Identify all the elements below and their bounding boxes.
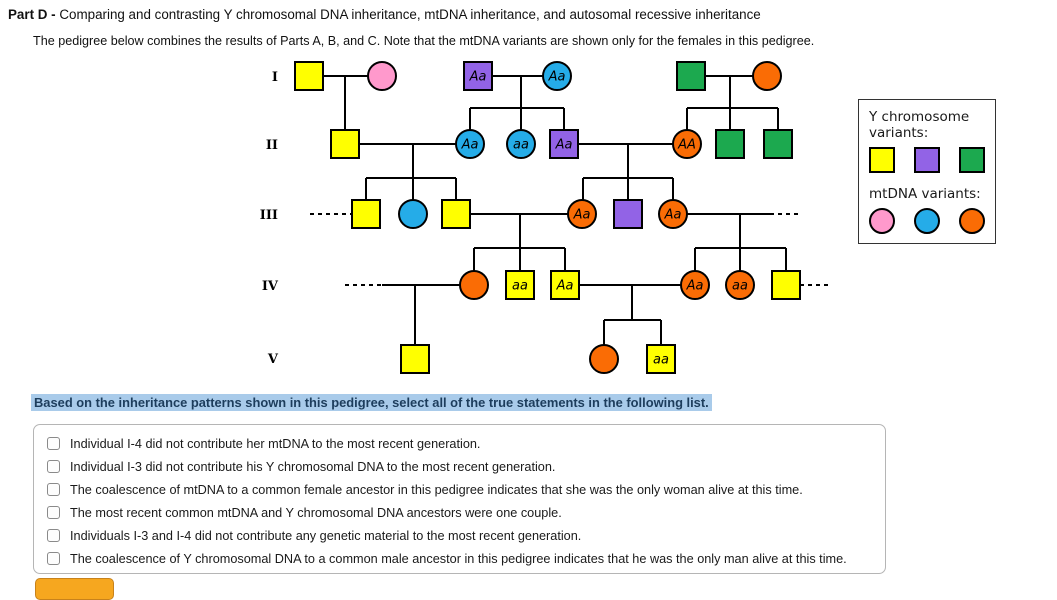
genotype-label-iii-4: Aa	[573, 208, 591, 223]
individual-ii-1	[330, 129, 360, 159]
genotype-label-iv-2: aa	[512, 279, 528, 294]
part-label: Part D -	[8, 7, 60, 22]
option-row-1[interactable]: Individual I-4 did not contribute her mt…	[47, 435, 875, 452]
genotype-label-ii-5: AA	[677, 138, 696, 153]
individual-iv-2	[505, 270, 535, 300]
pedigree-unshown-mate-lines	[310, 213, 830, 286]
page-subtitle: The pedigree below combines the results …	[33, 34, 815, 48]
mtdna-variant-blue-swatch	[914, 208, 940, 234]
option-label-2: Individual I-3 did not contribute his Y …	[70, 459, 556, 474]
option-label-1: Individual I-4 did not contribute her mt…	[70, 436, 481, 451]
option-label-4: The most recent common mtDNA and Y chrom…	[70, 505, 562, 520]
individual-i-2	[367, 61, 397, 91]
individual-i-3	[463, 61, 493, 91]
individual-i-4	[542, 61, 572, 91]
genotype-label-iv-3: Aa	[556, 279, 574, 294]
option-checkbox-1[interactable]	[47, 437, 60, 450]
mtdna-variant-swatches	[869, 208, 985, 234]
option-row-5[interactable]: Individuals I-3 and I-4 did not contribu…	[47, 527, 875, 544]
individual-v-3	[646, 344, 676, 374]
individual-iii-6	[658, 199, 688, 229]
generation-labels: I II III IV V	[260, 70, 279, 367]
individual-v-1	[400, 344, 430, 374]
part-title-text: Comparing and contrasting Y chromosomal …	[59, 7, 761, 22]
genotype-label-i-4: Aa	[548, 70, 566, 85]
option-label-5: Individuals I-3 and I-4 did not contribu…	[70, 528, 582, 543]
option-checkbox-5[interactable]	[47, 529, 60, 542]
answer-options-panel: Individual I-4 did not contribute her mt…	[33, 424, 886, 574]
mtdna-variant-orange-swatch	[959, 208, 985, 234]
individual-v-2	[589, 344, 619, 374]
individual-iii-2	[398, 199, 428, 229]
individual-iv-4	[680, 270, 710, 300]
individual-iii-4	[567, 199, 597, 229]
individual-i-1	[294, 61, 324, 91]
individual-ii-2	[455, 129, 485, 159]
individual-iv-6	[771, 270, 801, 300]
option-checkbox-6[interactable]	[47, 552, 60, 565]
genotype-label-i-3: Aa	[469, 70, 487, 85]
individual-ii-7	[763, 129, 793, 159]
option-row-6[interactable]: The coalescence of Y chromosomal DNA to …	[47, 550, 875, 567]
generation-label-V: V	[267, 352, 279, 367]
pedigree-diagram: I II III IV V	[260, 61, 830, 374]
y-variants-title: Y chromosome variants:	[869, 109, 970, 141]
individual-iii-5	[613, 199, 643, 229]
pedigree-individuals: Aa Aa Aa aa Aa AA Aa Aa aa Aa Aa aa aa	[294, 61, 801, 374]
y-variant-purple-swatch	[914, 147, 940, 173]
individual-i-6	[752, 61, 782, 91]
generation-label-II: II	[266, 138, 278, 153]
generation-label-IV: IV	[262, 279, 279, 294]
y-variant-swatches	[869, 147, 985, 173]
genotype-label-iii-6: Aa	[664, 208, 682, 223]
mtdna-variant-pink-swatch	[869, 208, 895, 234]
page-title: Part D - Comparing and contrasting Y chr…	[8, 7, 761, 22]
genotype-label-ii-3: aa	[513, 138, 529, 153]
y-variant-yellow-swatch	[869, 147, 895, 173]
option-row-3[interactable]: The coalescence of mtDNA to a common fem…	[47, 481, 875, 498]
genotype-label-iv-5: aa	[732, 279, 748, 294]
generation-label-III: III	[260, 208, 278, 223]
individual-i-5	[676, 61, 706, 91]
question-prompt: Based on the inheritance patterns shown …	[31, 394, 712, 411]
genotype-label-ii-4: Aa	[555, 138, 573, 153]
submit-button[interactable]	[35, 578, 114, 600]
variant-legend: Y chromosome variants: mtDNA variants:	[858, 99, 996, 244]
option-row-4[interactable]: The most recent common mtDNA and Y chrom…	[47, 504, 875, 521]
individual-ii-5	[672, 129, 702, 159]
individual-iv-5	[725, 270, 755, 300]
individual-iv-1	[459, 270, 489, 300]
genotype-label-ii-2: Aa	[461, 138, 479, 153]
individual-ii-4	[549, 129, 579, 159]
option-row-2[interactable]: Individual I-3 did not contribute his Y …	[47, 458, 875, 475]
option-label-3: The coalescence of mtDNA to a common fem…	[70, 482, 803, 497]
option-label-6: The coalescence of Y chromosomal DNA to …	[70, 551, 847, 566]
individual-ii-3	[506, 129, 536, 159]
generation-label-I: I	[272, 70, 278, 85]
y-variant-green-swatch	[959, 147, 985, 173]
genotype-label-v-3: aa	[653, 353, 669, 368]
mtdna-variants-title: mtDNA variants:	[869, 186, 981, 202]
individual-ii-6	[715, 129, 745, 159]
individual-iii-1	[351, 199, 381, 229]
individual-iv-3	[550, 270, 580, 300]
option-checkbox-4[interactable]	[47, 506, 60, 519]
pedigree-connector-lines	[323, 75, 787, 345]
genotype-label-iv-4: Aa	[686, 279, 704, 294]
option-checkbox-3[interactable]	[47, 483, 60, 496]
option-checkbox-2[interactable]	[47, 460, 60, 473]
individual-iii-3	[441, 199, 471, 229]
